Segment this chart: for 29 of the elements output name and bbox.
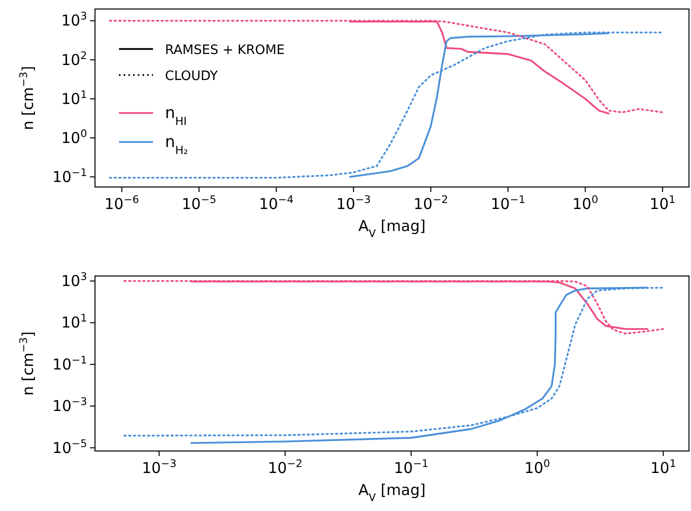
legend-label: n$_{HI}$ — [165, 103, 187, 128]
annotation: RAMSES + KROME — [165, 43, 285, 58]
y-tick-label: 10$^{3}$ — [61, 10, 87, 30]
x-tick-label: 10$^{−6}$ — [104, 194, 140, 213]
x-tick-label: 10$^{−2}$ — [268, 458, 302, 477]
x-axis-title: A$_{V}$ [mag] — [358, 217, 426, 240]
x-tick-label: 10$^{−5}$ — [182, 194, 216, 213]
x-tick-label: 10$^{−3}$ — [142, 458, 176, 477]
x-tick-label: 10$^{−4}$ — [259, 194, 294, 213]
x-tick-label: 10$^{−3}$ — [336, 194, 371, 213]
y-tick-label: 10$^{1}$ — [61, 88, 87, 108]
y-tick-label: 10$^{2}$ — [61, 50, 87, 69]
y-tick-label: 10$^{3}$ — [61, 271, 87, 290]
x-tick-label: 10$^{0}$ — [572, 194, 598, 213]
x-tick-label: 10$^{−2}$ — [414, 194, 448, 213]
y-tick-label: 10$^{−3}$ — [52, 396, 87, 416]
x-tick-label: 10$^{−1}$ — [490, 194, 526, 213]
y-tick-label: 10$^{−1}$ — [52, 166, 87, 186]
y-tick-label: 10$^{−1}$ — [52, 354, 87, 374]
y-tick-label: 10$^{0}$ — [61, 128, 87, 147]
y-tick-label: 10$^{1}$ — [61, 312, 87, 332]
x-tick-label: 10$^{−1}$ — [394, 458, 428, 477]
x-axis-title: A$_{V}$ [mag] — [358, 481, 426, 504]
annotation: CLOUDY — [165, 69, 218, 84]
x-tick-label: 10$^{0}$ — [524, 458, 550, 477]
x-tick-label: 10$^{1}$ — [650, 194, 676, 213]
legend-label: n$_{H₂}$ — [165, 132, 188, 156]
y-tick-label: 10$^{−5}$ — [52, 438, 87, 457]
x-tick-label: 10$^{1}$ — [650, 458, 676, 477]
